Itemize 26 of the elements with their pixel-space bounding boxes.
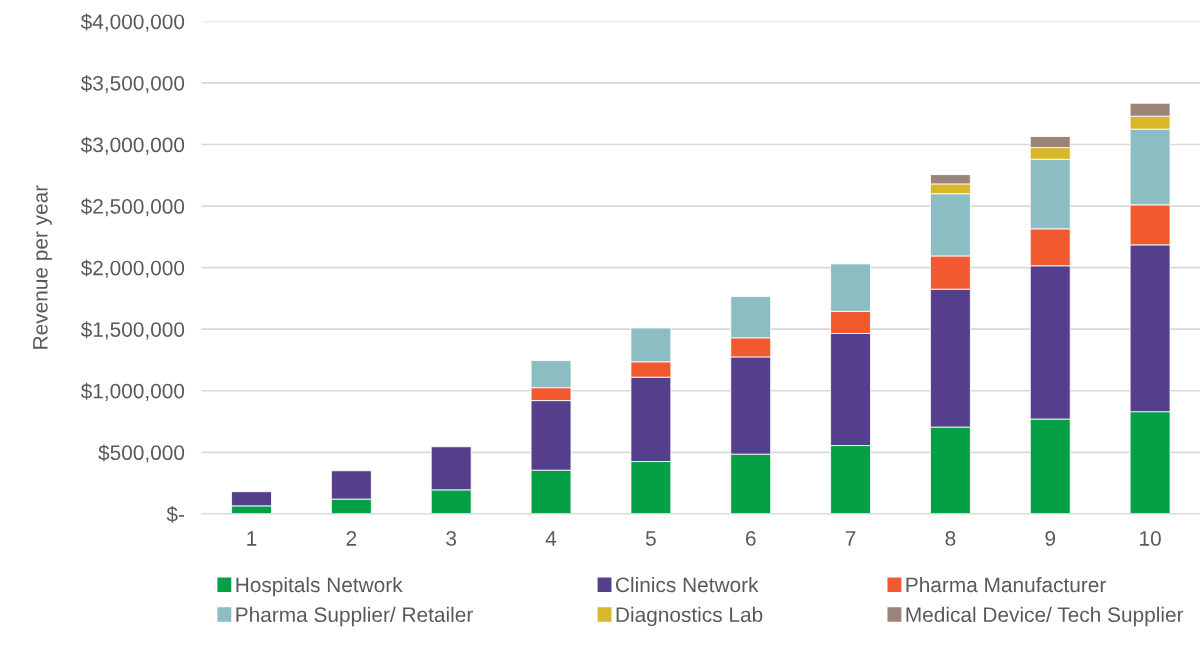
x-tick-label: 5 bbox=[645, 531, 656, 546]
x-tick-label: 10 bbox=[1140, 531, 1161, 546]
x-tick-label: 7 bbox=[845, 531, 856, 546]
x-tick-label: 8 bbox=[945, 531, 956, 546]
legend-label: Clinics Network bbox=[616, 576, 759, 593]
y-tick-label: $- bbox=[166, 505, 185, 523]
y-tick-label: $3,000,000 bbox=[80, 136, 185, 155]
legend-label: Pharma Manufacturer bbox=[906, 576, 1106, 593]
legend-label: Diagnostics Lab bbox=[616, 606, 763, 627]
x-tick-label: 4 bbox=[545, 531, 557, 546]
y-axis-title: Revenue per year bbox=[33, 185, 52, 349]
y-tick-label: $4,000,000 bbox=[80, 13, 185, 32]
x-tick-label: 1 bbox=[247, 531, 257, 546]
y-tick-label: $3,500,000 bbox=[80, 75, 185, 94]
legend-label: Hospitals Network bbox=[236, 576, 403, 597]
x-tick-label: 3 bbox=[446, 531, 457, 546]
x-tick-label: 2 bbox=[346, 531, 357, 546]
legend-label: Pharma Supplier/ Retailer bbox=[236, 606, 473, 627]
y-tick-label: $2,500,000 bbox=[80, 198, 185, 217]
legend-label: Medical Device/ Tech Supplier bbox=[906, 606, 1184, 627]
y-tick-label: $1,500,000 bbox=[80, 321, 185, 340]
y-tick-label: $1,000,000 bbox=[80, 382, 185, 401]
y-tick-label: $500,000 bbox=[98, 444, 185, 463]
y-tick-label: $2,000,000 bbox=[80, 259, 185, 278]
x-tick-label: 6 bbox=[745, 531, 756, 546]
x-tick-label: 9 bbox=[1045, 531, 1056, 546]
